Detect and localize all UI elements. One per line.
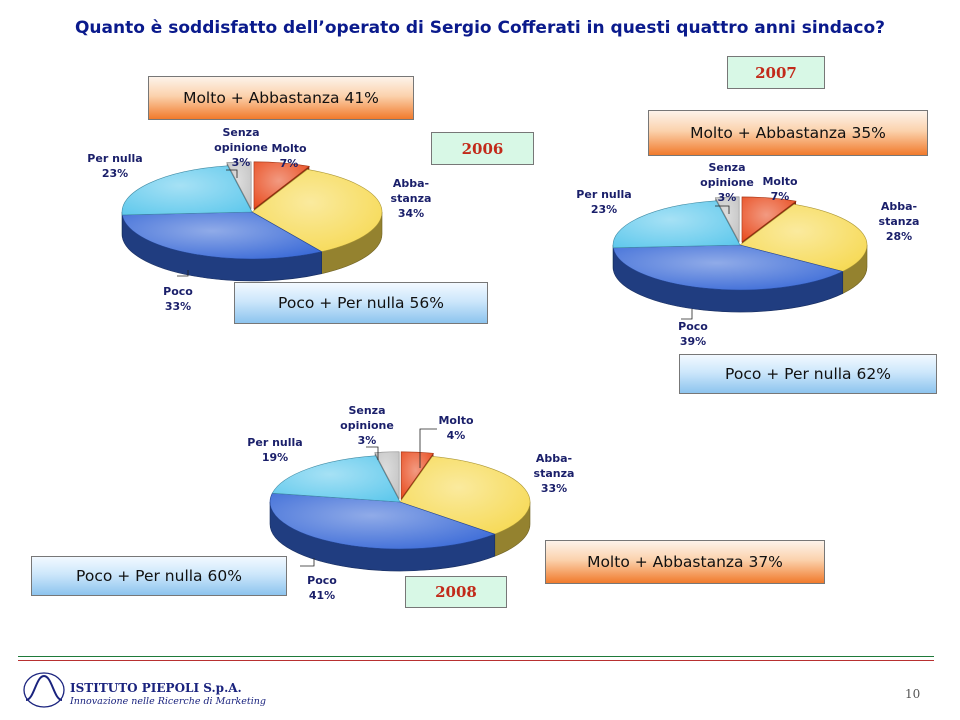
label-senza-2008: Senza opinione 3% [340,404,394,447]
slice-molto-2006 [253,161,311,210]
slice-senza-2007 [714,196,740,242]
pie-chart-2007: Molto 7% Abba-stanza 28% Poco 39% Per nulla 23%… [576,161,919,348]
positive-summary-2007: Molto + Abbastanza 35% [648,110,928,156]
leader-molto-2008 [419,428,437,468]
slice-molto-2007 [741,196,797,243]
positive-summary-2006: Molto + Abbastanza 41% [148,76,414,120]
year-label-2008: 2008 [405,576,507,608]
slice-poco-2006 [121,211,323,260]
pie-chart-2006: Molto 7% Abba-stanza 34% Poco 33% Per nulla 23%… [87,126,431,313]
pie-chart-2008: Molto 4% Abba-stanza 33% Poco 41% Per nulla 19%… [247,404,574,602]
slice-poco-2007 [612,244,844,291]
slice-pernulla-2006 [121,165,253,216]
label-molto-2008: Molto 4% [438,414,474,442]
slice-molto-2008 [400,451,435,500]
label-poco-2007: Poco 39% [678,320,708,348]
label-senza-2007: Senza opinione 3% [700,161,754,204]
label-pernulla-2006: Per nulla 23% [87,152,142,180]
leader-poco-2007 [681,309,693,320]
year-label-2007: 2007 [727,56,825,89]
label-poco-2008: Poco 41% [307,574,337,602]
slice-pernulla-2007 [612,200,741,249]
label-molto-2007: Molto 7% [762,175,798,203]
slice-senza-2006 [226,161,252,209]
negative-summary-2007: Poco + Per nulla 62% [679,354,937,394]
label-pernulla-2007: Per nulla 23% [576,188,631,216]
label-abba-2006: Abba-stanza 34% [391,177,432,220]
slice-senza-2008 [374,451,400,499]
slice-poco-2008 [269,492,496,550]
positive-summary-2008: Molto + Abbastanza 37% [545,540,825,584]
leader-senza-2007 [715,205,730,214]
leader-poco-2008 [300,558,315,567]
slice-abba-2008 [399,456,531,535]
bell-curve-logo-icon [23,672,65,708]
leader-senza-2008 [366,446,379,460]
label-abba-2008: Abba-stanza 33% [534,452,575,495]
label-abba-2007: Abba-stanza 28% [879,200,920,243]
company-name: ISTITUTO PIEPOLI S.p.A. [70,681,242,695]
footer-rule-red [18,660,934,661]
page-title: Quanto è soddisfatto dell’operato di Ser… [74,18,886,38]
negative-summary-2006: Poco + Per nulla 56% [234,282,488,324]
page-number: 10 [905,687,921,701]
label-molto-2006: Molto 7% [271,142,307,170]
label-senza-2006: Senza opinione 3% [214,126,268,169]
company-logo: ISTITUTO PIEPOLI S.p.A. Innovazione nell… [22,668,272,710]
company-tagline: Innovazione nelle Ricerche di Marketing [70,696,266,707]
footer-rule-green [18,656,934,657]
year-label-2006: 2006 [431,132,534,165]
slice-pernulla-2008 [271,455,401,503]
slice-abba-2006 [251,169,383,253]
label-poco-2006: Poco 33% [163,285,193,313]
leader-senza-2006 [226,169,238,178]
negative-summary-2008: Poco + Per nulla 60% [31,556,287,596]
slice-abba-2007 [739,203,868,272]
leader-poco-2006 [177,270,189,277]
label-pernulla-2008: Per nulla 19% [247,436,302,464]
